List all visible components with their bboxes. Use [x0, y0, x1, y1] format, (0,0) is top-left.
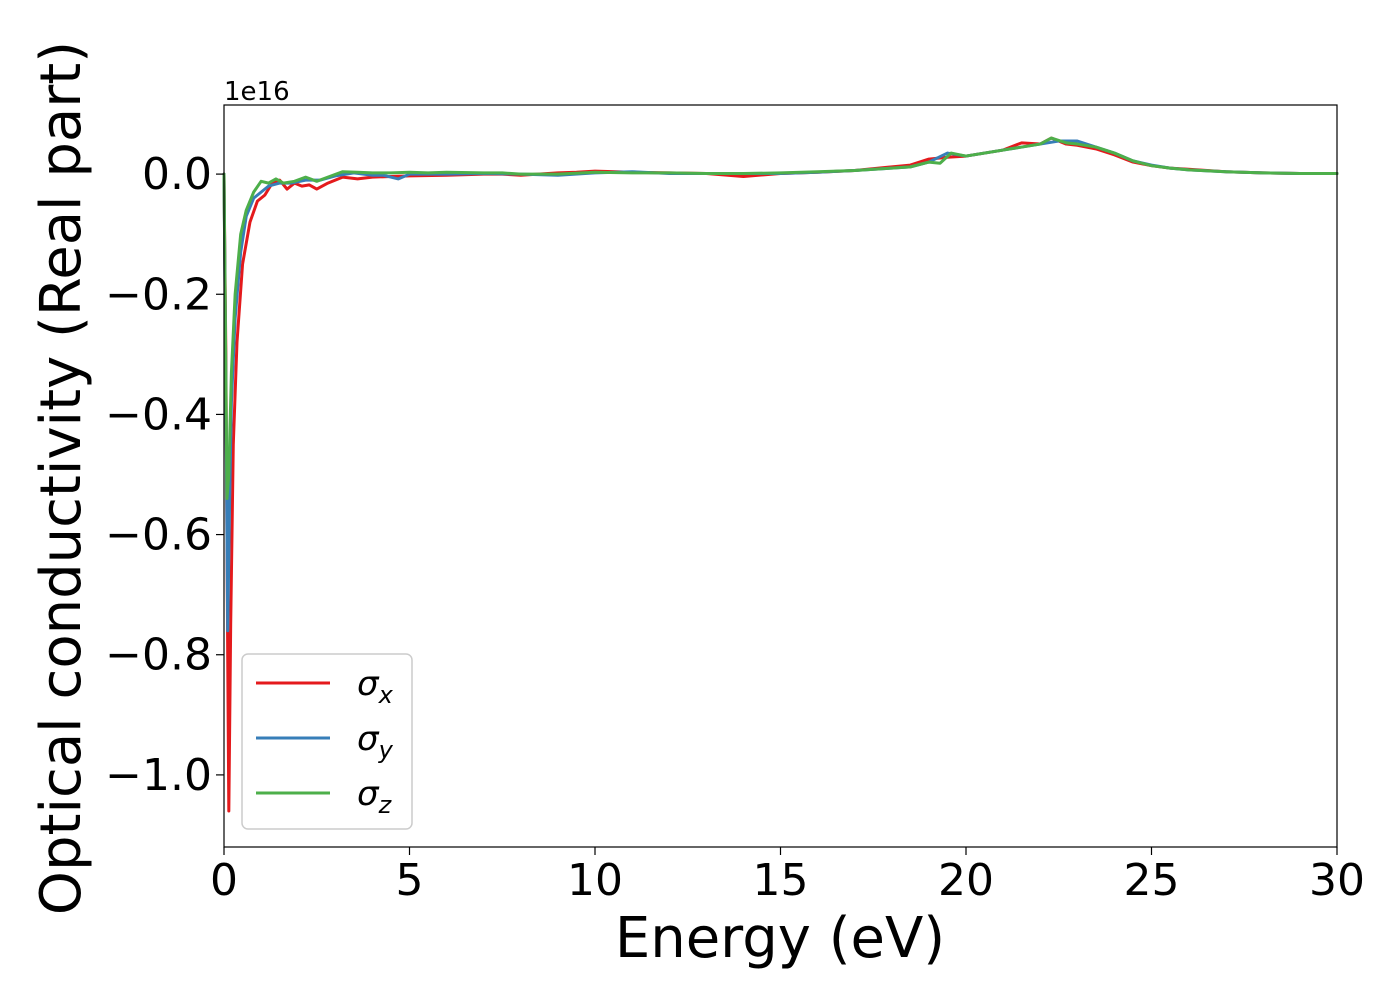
y-tick-label: −0.8: [105, 630, 212, 681]
y-tick-label: 0.0: [142, 149, 212, 200]
series-line-z: [222, 136, 1339, 501]
x-tick-label: 30: [1309, 855, 1365, 906]
y-offset-label: 1e16: [224, 77, 290, 107]
legend-subscript: y: [378, 736, 394, 764]
y-tick-label: −1.0: [105, 750, 212, 801]
y-tick-label: −0.6: [105, 510, 212, 561]
legend-subscript: x: [378, 681, 394, 709]
x-tick-label: 5: [396, 855, 424, 906]
x-axis: 0 5 10 15 20 25 30: [210, 847, 1365, 906]
y-axis-title: Optical conductivity (Real part): [29, 41, 94, 915]
x-axis-title: Energy (eV): [615, 906, 945, 971]
y-axis: 0.0 −0.2 −0.4 −0.6 −0.8 −1.0: [105, 149, 224, 801]
y-tick-label: −0.2: [105, 269, 212, 320]
x-tick-label: 20: [938, 855, 994, 906]
x-tick-label: 25: [1124, 855, 1180, 906]
y-tick-label: −0.4: [105, 389, 212, 440]
legend-box: [241, 653, 413, 830]
legend-subscript: z: [378, 791, 393, 819]
series-layer: [222, 136, 1339, 813]
x-tick-label: 15: [753, 855, 809, 906]
x-tick-label: 10: [567, 855, 623, 906]
x-tick-label: 0: [210, 855, 238, 906]
